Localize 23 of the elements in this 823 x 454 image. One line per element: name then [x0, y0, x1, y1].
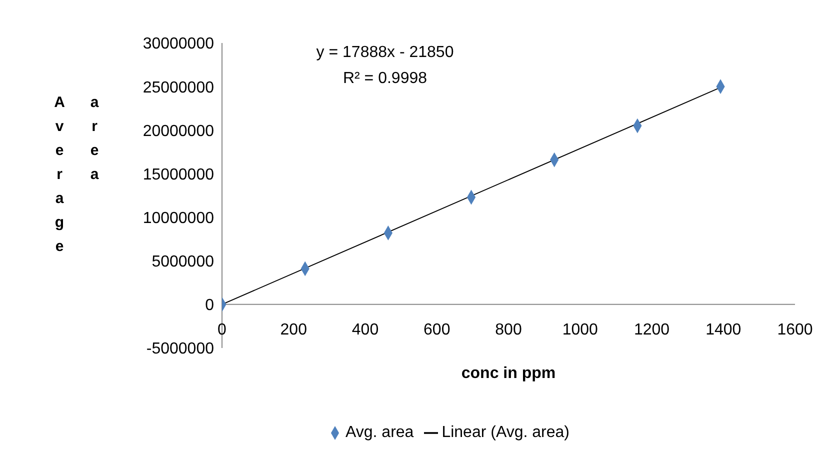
y-tick-label: 20000000: [142, 122, 214, 140]
x-tick-label: 1400: [706, 321, 742, 338]
annotation: y = 17888x - 21850: [315, 44, 455, 62]
y-tick-label: 30000000: [142, 36, 214, 53]
x-tick-label: 1000: [562, 321, 598, 338]
x-tick-label: 400: [352, 321, 379, 338]
y-tick-label: 15000000: [142, 166, 214, 184]
annotation: R² = 0.9998: [342, 70, 428, 88]
x-tick-label: 600: [424, 321, 450, 338]
x-tick-label: 800: [495, 321, 522, 338]
x-axis-title: conc in ppm: [461, 365, 556, 382]
y-tick-label: -5000000: [146, 340, 214, 358]
x-tick-label: 1600: [777, 321, 813, 338]
y-tick-label: 0: [205, 297, 214, 314]
y-tick-label: 5000000: [152, 254, 214, 271]
y-tick-label: 25000000: [142, 79, 214, 96]
x-tick-label: 200: [280, 321, 308, 338]
text: Average area: [51, 94, 103, 262]
legend-label: Avg. area: [346, 424, 414, 441]
x-tick-label: 0: [218, 321, 227, 338]
x-tick-label: 1200: [634, 321, 670, 338]
y-tick-label: 10000000: [142, 210, 214, 227]
legend-label: Linear (Avg. area): [442, 424, 570, 441]
